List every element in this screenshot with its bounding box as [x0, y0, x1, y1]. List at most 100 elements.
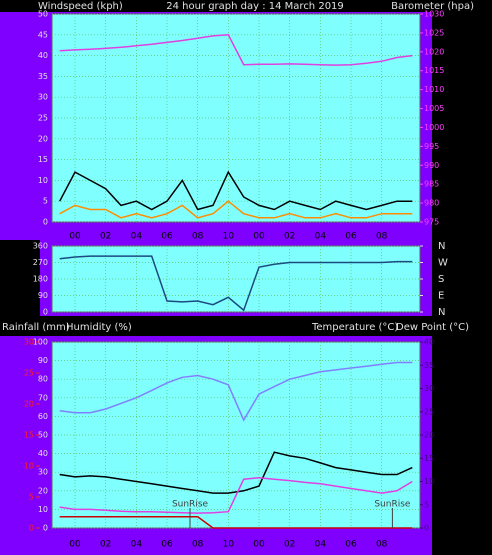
y-tick-label: 10: [38, 505, 48, 514]
y-tick-label: 0: [43, 218, 48, 227]
x-tick-label: 10: [223, 540, 235, 550]
y-tick-label: 50: [38, 10, 48, 19]
axis-title: Temperature (°C): [311, 322, 398, 333]
series-line: [59, 170, 413, 211]
y2-tick-label: 1020: [424, 47, 444, 56]
series-line: [59, 477, 413, 514]
y2-tick-label: 1025: [424, 28, 444, 37]
y2-tick-label: 995: [424, 142, 439, 151]
x-tick-label: 04: [131, 540, 143, 550]
y2-tick-label: 1000: [424, 123, 444, 132]
y3-tick-label: 15: [24, 431, 34, 440]
annotation: SunRise: [374, 500, 411, 510]
x-tick-label: 06: [345, 540, 357, 550]
series-line: [59, 451, 413, 494]
axis-title: Rainfall (mm): [2, 322, 70, 333]
y2-tick-label: 35: [424, 361, 434, 370]
x-tick-label: 00: [253, 232, 265, 242]
x-tick-label: 02: [284, 232, 295, 242]
y-tick-label: 90: [38, 356, 48, 365]
chart-title: 24 hour graph day : 14 March 2019: [166, 1, 344, 12]
axis-title: Humidity (%): [66, 322, 132, 333]
y3-tick-label: 0: [29, 524, 34, 533]
x-tick-label: 08: [192, 232, 204, 242]
y2-tick-label: 990: [424, 161, 439, 170]
y2-tick-label: 40: [424, 338, 434, 347]
y-tick-label: 45: [38, 30, 48, 39]
x-tick-label: 00: [253, 540, 265, 550]
y-tick-label: 10: [38, 176, 48, 185]
y2-tick-label: 1030: [424, 10, 444, 19]
y2-tick-label: 975: [424, 218, 439, 227]
x-tick-label: 08: [192, 540, 204, 550]
axis-title: Windspeed (kph): [38, 1, 123, 12]
y-tick-label: 25: [38, 114, 48, 123]
y3-tick-label: 25: [24, 369, 34, 378]
x-tick-label: 02: [284, 540, 295, 550]
y-tick-label: 20: [38, 134, 48, 143]
y2-tick-label: 25: [424, 407, 434, 416]
y2-tick-label: E: [438, 291, 444, 302]
x-tick-label: 08: [376, 540, 388, 550]
x-tick-label: 06: [161, 540, 173, 550]
y-tick-label: 35: [38, 72, 48, 81]
series-line: [59, 200, 413, 219]
x-tick-label: 04: [315, 540, 327, 550]
series-line: [59, 255, 413, 312]
y-tick-label: 100: [33, 338, 48, 347]
y2-tick-label: 985: [424, 180, 439, 189]
y2-tick-label: S: [438, 274, 444, 285]
y2-tick-label: 1015: [424, 66, 444, 75]
y-tick-label: 90: [38, 291, 48, 300]
axis-title: Dew Point (°C): [396, 322, 469, 333]
y2-tick-label: 15: [424, 454, 434, 463]
y-tick-label: 70: [38, 393, 48, 402]
y-tick-label: 30: [38, 93, 48, 102]
series-line: [59, 34, 413, 66]
y2-tick-label: 1005: [424, 104, 444, 113]
y3-tick-label: 20: [24, 400, 34, 409]
x-tick-label: 04: [131, 232, 143, 242]
y-tick-label: 15: [38, 155, 48, 164]
y-tick-label: 360: [33, 242, 48, 251]
y2-tick-label: N: [438, 241, 445, 252]
x-tick-label: 02: [100, 540, 111, 550]
y-tick-label: 80: [38, 375, 48, 384]
x-tick-label: 00: [69, 232, 81, 242]
y3-tick-label: 30: [24, 338, 34, 347]
x-tick-label: 06: [345, 232, 357, 242]
x-tick-label: 06: [161, 232, 173, 242]
y-tick-label: 30: [38, 468, 48, 477]
y-tick-label: 60: [38, 412, 48, 421]
series-line: [59, 516, 413, 529]
x-tick-label: 04: [315, 232, 327, 242]
y2-tick-label: 5: [424, 500, 429, 509]
x-tick-label: 02: [100, 232, 111, 242]
y3-tick-label: 10: [24, 462, 34, 471]
series-line: [59, 361, 413, 422]
annotation: SunRise: [172, 500, 209, 510]
x-tick-label: 10: [223, 232, 235, 242]
y-tick-label: 0: [43, 308, 48, 317]
x-tick-label: 00: [69, 540, 81, 550]
y2-tick-label: 1010: [424, 85, 444, 94]
y3-tick-label: 5: [29, 493, 34, 502]
y2-tick-label: W: [438, 258, 448, 269]
y2-tick-label: 980: [424, 199, 439, 208]
y2-tick-label: 10: [424, 477, 434, 486]
y-tick-label: 40: [38, 449, 48, 458]
y-tick-label: 0: [43, 524, 48, 533]
x-tick-label: 08: [376, 232, 388, 242]
y2-tick-label: 20: [424, 431, 434, 440]
y2-tick-label: N: [438, 307, 445, 318]
y2-tick-label: 30: [424, 384, 434, 393]
y-tick-label: 180: [33, 275, 48, 284]
y-tick-label: 270: [33, 258, 48, 267]
axis-title: Barometer (hpa): [391, 1, 474, 12]
y-tick-label: 40: [38, 51, 48, 60]
y2-tick-label: 0: [424, 524, 429, 533]
y-tick-label: 5: [43, 197, 48, 206]
y-tick-label: 50: [38, 431, 48, 440]
